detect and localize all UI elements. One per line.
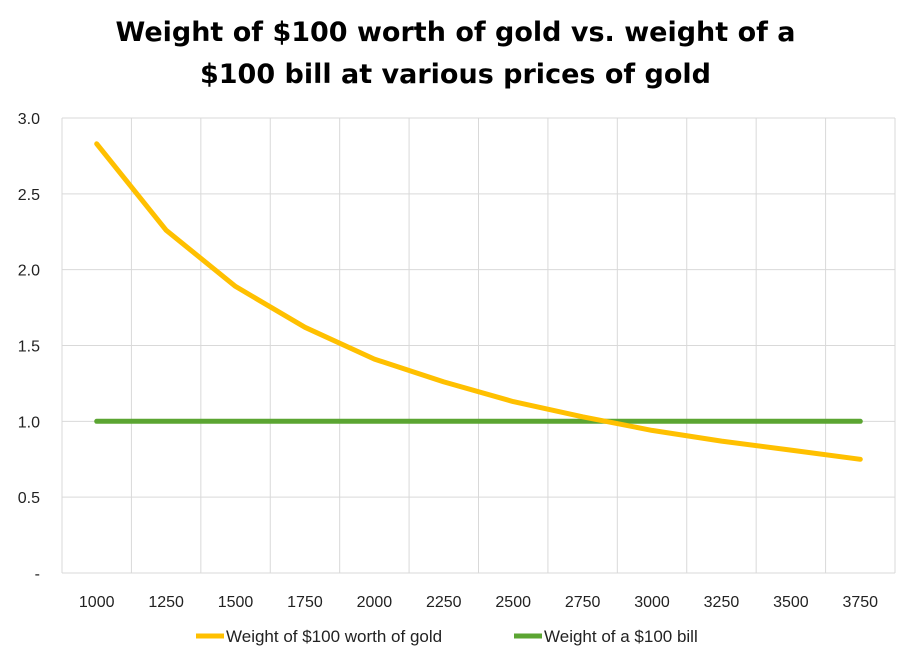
- y-tick-label: -: [35, 566, 40, 583]
- y-tick-label: 2.0: [18, 263, 40, 280]
- x-tick-label: 2250: [426, 594, 462, 611]
- legend-label: Weight of $100 worth of gold: [226, 627, 442, 646]
- x-tick-label: 2500: [495, 594, 531, 611]
- x-tick-label: 3250: [704, 594, 740, 611]
- x-tick-label: 1250: [148, 594, 184, 611]
- x-tick-label: 3500: [773, 594, 809, 611]
- x-axis-ticks: 1000 1250 1500 1750 2000 2250 2500 2750 3000 3250…: [79, 594, 878, 611]
- y-axis-ticks: - 0.5 1.0 1.5 2.0 2.5 3.0: [18, 111, 40, 583]
- series-lines: [94, 141, 863, 462]
- y-tick-label: 0.5: [18, 490, 40, 507]
- y-tick-label: 3.0: [18, 111, 40, 128]
- chart-title-line-1: Weight of $100 worth of gold vs. weight …: [115, 17, 796, 48]
- x-tick-label: 2000: [357, 594, 393, 611]
- legend-label: Weight of a $100 bill: [544, 627, 698, 646]
- x-tick-label: 1500: [218, 594, 254, 611]
- x-tick-label: 1750: [287, 594, 323, 611]
- legend: Weight of $100 worth of gold Weight of a …: [196, 627, 698, 646]
- series-line: [94, 141, 863, 462]
- gridlines: [61, 117, 896, 574]
- x-tick-label: 3000: [634, 594, 670, 611]
- x-tick-label: 1000: [79, 594, 115, 611]
- y-tick-label: 1.0: [18, 414, 40, 431]
- y-tick-label: 1.5: [18, 339, 40, 356]
- chart-title-line-2: $100 bill at various prices of gold: [199, 59, 712, 90]
- x-tick-label: 2750: [565, 594, 601, 611]
- chart-title: Weight of $100 worth of gold vs. weight …: [0, 12, 911, 96]
- y-tick-label: 2.5: [18, 187, 40, 204]
- x-tick-label: 3750: [842, 594, 878, 611]
